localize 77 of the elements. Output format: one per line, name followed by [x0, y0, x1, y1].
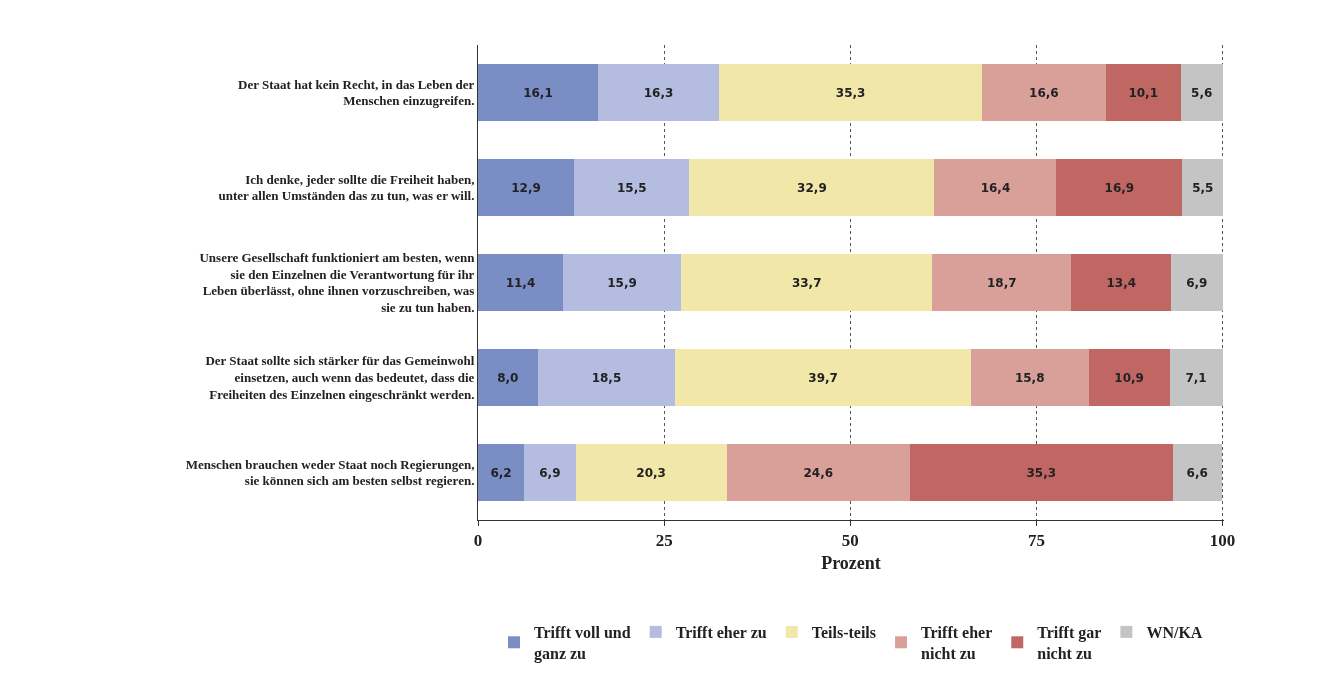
bar — [1071, 254, 1172, 311]
bar — [719, 64, 983, 121]
bar — [1172, 444, 1222, 501]
y-tick-label: Der Staat sollte sich stärker für das Gemeinwohl einsetzen, auch wenn das bedeutet, dass die Freiheiten des Einzelnen eingeschränkt werden. — [205, 353, 475, 402]
data-label: 20,3 — [636, 465, 666, 480]
bar — [575, 444, 727, 501]
data-label: 6,6 — [1186, 465, 1208, 480]
data-label: 12,9 — [511, 180, 541, 195]
bar — [934, 159, 1057, 216]
data-label: 5,5 — [1192, 180, 1214, 195]
x-axis-title: Prozent — [821, 552, 881, 573]
data-label: 33,7 — [791, 275, 822, 290]
bar — [574, 159, 690, 216]
x-tick-label: 100 — [1209, 531, 1236, 551]
bar — [1180, 64, 1223, 121]
data-label: 24,6 — [803, 465, 834, 480]
legend-label: Trifft voll und ganz zu — [534, 624, 631, 663]
legend-label: Trifft eher nicht zu — [921, 624, 993, 662]
bar — [478, 254, 563, 311]
bar — [970, 349, 1089, 406]
bar — [675, 349, 971, 406]
data-label: 5,6 — [1191, 85, 1213, 100]
data-label: 18,7 — [986, 275, 1017, 290]
x-tick-label: 75 — [1027, 531, 1045, 551]
bar — [1056, 159, 1183, 216]
y-tick-label: Ich denke, jeder sollte die Freiheit haben, unter allen Umständen das zu tun, was er will. — [218, 171, 475, 204]
bar — [478, 349, 538, 406]
data-label: 39,7 — [808, 370, 838, 385]
data-label: 35,3 — [1026, 465, 1057, 480]
y-tick-label: Unsere Gesellschaft funktioniert am besten, wenn sie den Einzelnen die Verantwortung für ihr Leben überlässt, ohne ihnen vorzuschreiben, was sie zu tun haben. — [199, 249, 476, 316]
data-label: 10,1 — [1128, 85, 1159, 100]
data-label: 18,5 — [591, 370, 622, 385]
data-label: 16,1 — [523, 85, 553, 100]
bar — [681, 254, 933, 311]
bar — [1105, 64, 1181, 121]
bar — [524, 444, 576, 501]
bar — [1171, 254, 1223, 311]
data-label: 11,4 — [505, 275, 536, 290]
bar — [689, 159, 935, 216]
bar — [478, 64, 598, 121]
bar — [1088, 349, 1170, 406]
bar — [597, 64, 720, 121]
data-label: 6,2 — [490, 465, 512, 480]
data-label: 6,9 — [1186, 275, 1208, 290]
bar — [726, 444, 910, 501]
y-tick-label: Der Staat hat kein Recht, in das Leben der Menschen einzugreifen. — [238, 76, 475, 109]
y-tick-label: Menschen brauchen weder Staat noch Regierungen, sie können sich am besten selbst regieren. — [185, 456, 475, 489]
data-label: 15,9 — [607, 275, 637, 290]
data-label: 16,9 — [1104, 180, 1135, 195]
legend-label: Trifft gar nicht zu — [1037, 624, 1102, 662]
x-tick-label: 50 — [841, 531, 859, 551]
data-label: 16,6 — [1029, 85, 1059, 100]
data-label: 7,1 — [1185, 370, 1207, 385]
legend-label: Teils-teils — [811, 624, 877, 642]
data-label: 32,9 — [797, 180, 827, 195]
data-label: 8,0 — [497, 370, 519, 385]
bar — [478, 444, 525, 501]
data-label: 15,5 — [616, 180, 647, 195]
bar — [1169, 349, 1223, 406]
data-label: 6,9 — [539, 465, 561, 480]
data-label: 15,8 — [1014, 370, 1045, 385]
data-label: 10,9 — [1114, 370, 1144, 385]
bar — [537, 349, 676, 406]
data-label: 35,3 — [835, 85, 866, 100]
bar — [932, 254, 1072, 311]
x-tick-label: 25 — [655, 531, 673, 551]
legend-label: Trifft eher zu — [675, 624, 767, 642]
legend-label: WN/KA — [1146, 624, 1203, 642]
x-tick-label: 0 — [473, 531, 483, 551]
data-label: 16,3 — [643, 85, 674, 100]
bar — [982, 64, 1106, 121]
bar — [1182, 159, 1224, 216]
data-label: 16,4 — [980, 180, 1011, 195]
data-label: 13,4 — [1106, 275, 1137, 290]
bar — [562, 254, 682, 311]
bar — [478, 159, 575, 216]
bar — [909, 444, 1173, 501]
